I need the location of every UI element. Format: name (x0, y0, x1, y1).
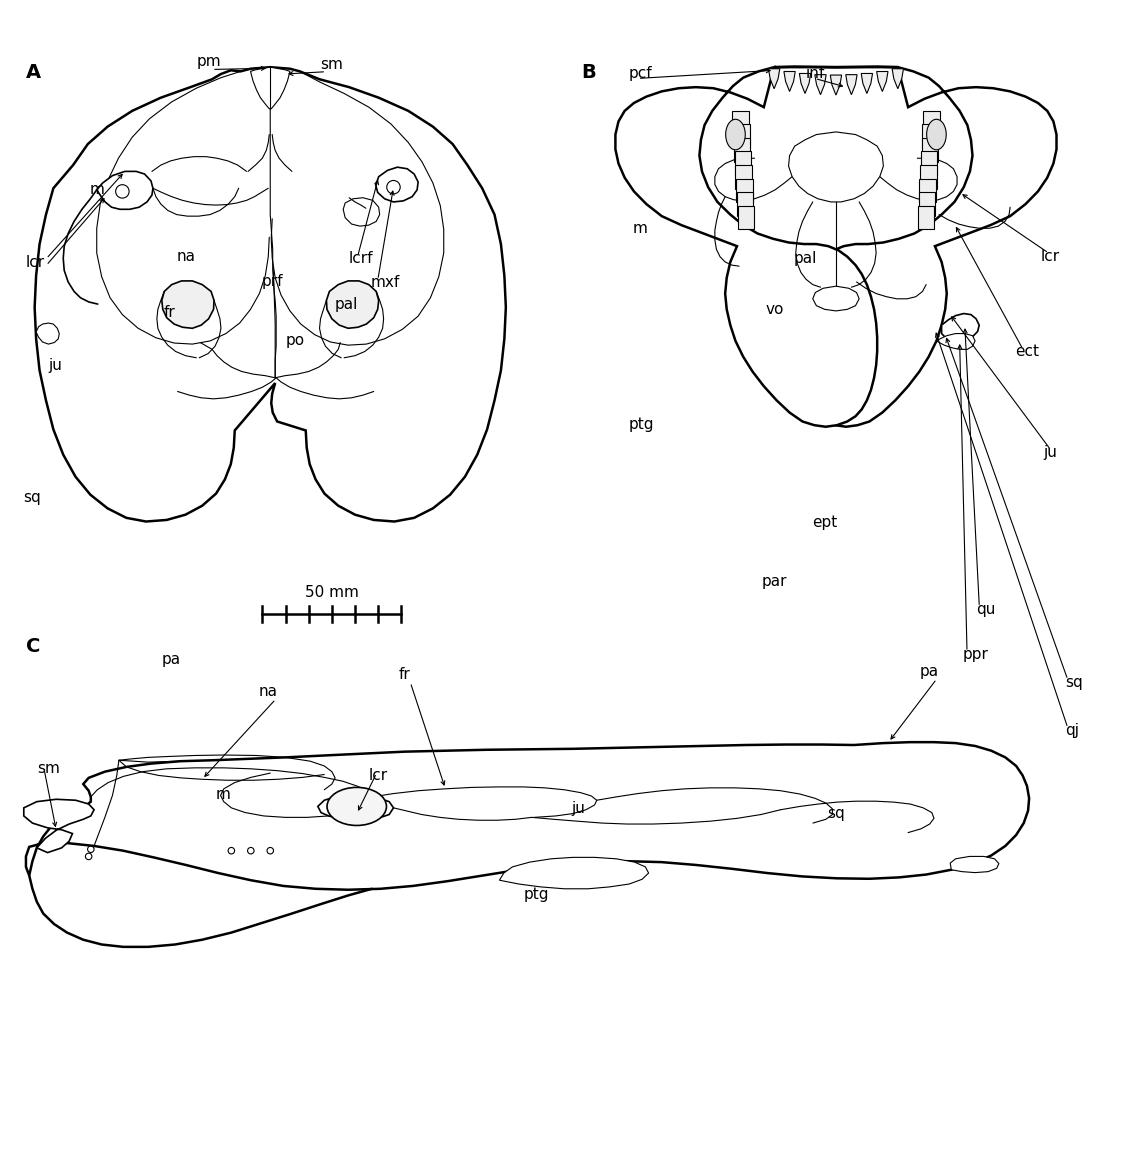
Polygon shape (800, 74, 811, 94)
Polygon shape (318, 795, 393, 821)
Polygon shape (950, 856, 998, 872)
Text: lcr: lcr (368, 768, 387, 783)
Text: ect: ect (1015, 344, 1039, 359)
Text: sq: sq (1066, 675, 1084, 689)
Ellipse shape (725, 120, 746, 150)
Text: B: B (582, 62, 596, 82)
Text: pa: pa (162, 653, 181, 667)
Polygon shape (941, 313, 979, 340)
Text: m: m (632, 221, 647, 236)
Text: pm: pm (197, 54, 221, 69)
Polygon shape (734, 151, 751, 175)
Polygon shape (815, 75, 827, 95)
Text: po: po (285, 333, 304, 348)
Text: qj: qj (1066, 723, 1079, 738)
Polygon shape (344, 197, 380, 227)
Text: na: na (258, 684, 277, 699)
Polygon shape (250, 67, 290, 109)
Text: m: m (89, 182, 104, 197)
Text: fr: fr (399, 667, 411, 682)
Text: pa: pa (920, 663, 939, 679)
Text: ptg: ptg (629, 417, 655, 432)
Text: ju: ju (1043, 445, 1057, 460)
Text: A: A (26, 62, 42, 82)
Text: pcf: pcf (629, 66, 652, 81)
Text: lcr: lcr (1041, 249, 1060, 264)
Text: par: par (761, 574, 787, 589)
Polygon shape (737, 193, 754, 216)
Polygon shape (327, 281, 378, 329)
Polygon shape (861, 74, 873, 94)
Text: mxf: mxf (371, 275, 400, 290)
Polygon shape (736, 166, 751, 189)
Polygon shape (376, 167, 418, 202)
Polygon shape (920, 166, 937, 189)
Text: na: na (176, 249, 195, 264)
Polygon shape (768, 69, 779, 89)
Text: sm: sm (321, 56, 344, 72)
Ellipse shape (926, 120, 947, 150)
Polygon shape (733, 124, 750, 148)
Polygon shape (830, 75, 841, 95)
Polygon shape (35, 67, 505, 521)
Polygon shape (738, 205, 754, 229)
Text: m: m (216, 787, 230, 802)
Text: prf: prf (262, 274, 283, 289)
Text: sq: sq (827, 805, 844, 821)
Text: ju: ju (48, 358, 62, 372)
Text: qu: qu (976, 602, 995, 616)
Text: vo: vo (765, 302, 784, 317)
Polygon shape (892, 69, 904, 89)
Polygon shape (162, 281, 214, 329)
Polygon shape (97, 171, 153, 209)
Text: fr: fr (164, 305, 175, 321)
Polygon shape (732, 110, 749, 135)
Text: ptg: ptg (524, 888, 549, 903)
Polygon shape (784, 72, 795, 92)
Text: ppr: ppr (962, 647, 988, 662)
Text: sq: sq (22, 490, 40, 505)
Polygon shape (736, 178, 752, 202)
Text: ept: ept (812, 514, 838, 529)
Polygon shape (813, 286, 859, 311)
Polygon shape (615, 67, 877, 427)
Ellipse shape (327, 788, 386, 825)
Text: lcr: lcr (26, 255, 45, 270)
Text: sm: sm (37, 761, 61, 776)
Text: C: C (26, 637, 40, 656)
Polygon shape (923, 110, 940, 135)
Polygon shape (846, 75, 857, 95)
Polygon shape (733, 137, 750, 162)
Polygon shape (877, 72, 888, 92)
Polygon shape (774, 67, 1057, 427)
Polygon shape (917, 205, 934, 229)
Polygon shape (500, 857, 649, 889)
Polygon shape (921, 151, 938, 175)
Text: pal: pal (335, 297, 358, 312)
Polygon shape (919, 193, 935, 216)
Polygon shape (922, 124, 939, 148)
Text: lcrf: lcrf (348, 251, 373, 266)
Polygon shape (788, 131, 884, 202)
Polygon shape (922, 137, 938, 162)
Polygon shape (26, 742, 1029, 890)
Polygon shape (937, 333, 975, 350)
Text: inf: inf (805, 66, 825, 81)
Polygon shape (24, 799, 94, 852)
Text: ju: ju (572, 802, 585, 816)
Polygon shape (920, 178, 935, 202)
Text: pal: pal (794, 251, 818, 266)
Text: 50 mm: 50 mm (305, 586, 358, 600)
Polygon shape (36, 323, 60, 344)
